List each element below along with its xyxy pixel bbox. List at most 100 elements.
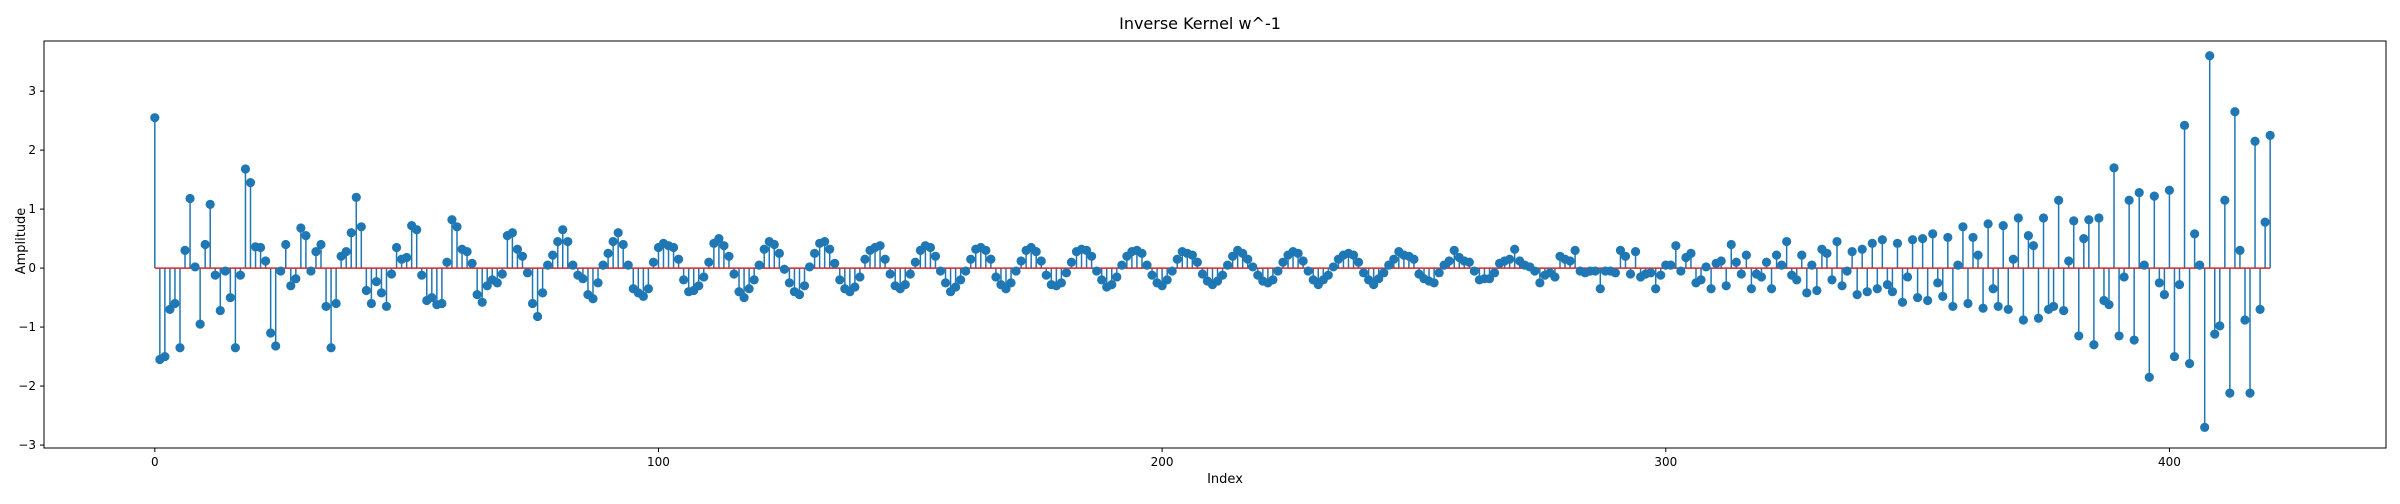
stem-marker	[452, 222, 462, 232]
stem-marker	[2089, 340, 2099, 350]
stem-marker	[1444, 256, 1454, 266]
stem-marker	[1031, 246, 1041, 257]
stem-marker	[1953, 260, 1963, 270]
stem-marker	[1273, 266, 1283, 276]
stem-marker	[1671, 241, 1681, 251]
stem-marker	[784, 278, 795, 288]
stem-marker	[1706, 284, 1716, 294]
stem-marker	[150, 113, 160, 123]
stem-marker	[804, 262, 815, 272]
stem-marker	[1676, 266, 1686, 276]
stem-marker	[719, 241, 729, 251]
stem-marker	[749, 275, 759, 285]
stem-marker	[2003, 304, 2013, 314]
stem-marker	[1323, 270, 1333, 280]
stem-marker	[1792, 275, 1802, 285]
stem-marker	[2255, 304, 2265, 314]
stem-marker	[548, 250, 558, 260]
stem-marker	[1933, 278, 1943, 288]
stem-marker	[291, 274, 301, 284]
stem-marker	[1016, 256, 1026, 266]
stem-marker	[593, 278, 603, 288]
stem-marker	[522, 268, 533, 278]
stem-marker	[341, 246, 351, 257]
y-tick-label: −1	[18, 320, 36, 334]
y-tick-label: 3	[28, 84, 36, 98]
stem-marker	[276, 266, 286, 276]
stem-marker	[2190, 229, 2200, 239]
stem-marker	[1656, 270, 1666, 280]
stem-marker	[2129, 335, 2139, 345]
stem-marker	[2265, 130, 2275, 140]
stem-marker	[794, 290, 805, 300]
stem-marker	[704, 257, 714, 267]
y-tick-label: −2	[18, 379, 36, 393]
stem-marker	[1827, 275, 1837, 285]
x-tick-label: 300	[1654, 455, 1677, 469]
stem-marker	[1842, 266, 1852, 276]
stem-marker	[1172, 254, 1182, 264]
stem-marker	[1913, 292, 1923, 303]
stem-marker	[2149, 191, 2159, 201]
stem-marker	[910, 257, 920, 267]
stem-marker	[2144, 372, 2154, 382]
stem-marker	[1892, 238, 1903, 248]
stem-marker	[1464, 257, 1474, 267]
stem-marker	[1222, 260, 1233, 270]
stem-marker	[351, 192, 361, 202]
stem-marker	[830, 258, 840, 268]
stem-marker	[2048, 301, 2059, 312]
stem-marker	[905, 269, 915, 279]
stem-marker	[1590, 266, 1600, 276]
stem-marker	[1087, 251, 1097, 261]
stem-marker	[271, 341, 281, 351]
stem-marker	[885, 269, 895, 279]
stem-marker	[759, 244, 769, 254]
stem-marker	[2013, 213, 2023, 223]
stem-marker	[1379, 268, 1389, 278]
stem-marker	[1797, 250, 1807, 260]
stem-marker	[2038, 213, 2049, 223]
stem-marker	[1011, 266, 1021, 276]
stem-marker	[1328, 262, 1338, 272]
stem-marker	[366, 298, 376, 309]
stem-marker	[1293, 248, 1303, 258]
stem-marker	[2169, 351, 2180, 362]
y-tick-label: 1	[28, 202, 36, 216]
stem-marker	[1449, 245, 1459, 255]
stem-marker	[2260, 217, 2270, 227]
stem-marker	[1651, 284, 1661, 294]
stem-marker	[1358, 268, 1369, 278]
stem-marker	[220, 266, 230, 276]
stem-marker	[205, 199, 215, 209]
stem-marker	[2215, 321, 2225, 331]
stem-marker	[613, 228, 623, 238]
stem-marker	[1686, 248, 1696, 258]
stem-marker	[1716, 256, 1726, 266]
stem-marker	[855, 272, 865, 282]
stem-marker	[1192, 257, 1202, 267]
stem-marker	[860, 254, 870, 264]
stem-marker	[306, 266, 316, 276]
stem-marker	[2114, 331, 2124, 341]
stem-marker	[2028, 241, 2039, 251]
stem-marker	[1167, 266, 1177, 276]
stem-marker	[1761, 257, 1772, 267]
stem-marker	[210, 270, 220, 280]
stem-marker	[1812, 285, 1822, 296]
stem-marker	[779, 264, 789, 274]
stem-marker	[925, 242, 936, 253]
stem-marker	[1998, 221, 2008, 231]
stem-marker	[769, 239, 779, 250]
x-tick-label: 200	[1151, 455, 1174, 469]
stem-marker	[170, 298, 180, 309]
stem-marker	[1938, 291, 1948, 302]
stem-marker	[1097, 275, 1107, 285]
stem-marker	[1197, 269, 1208, 279]
stem-marker	[1041, 270, 1051, 280]
stem-marker	[1248, 262, 1258, 272]
stem-marker	[1958, 222, 1968, 232]
stem-marker	[608, 236, 618, 247]
